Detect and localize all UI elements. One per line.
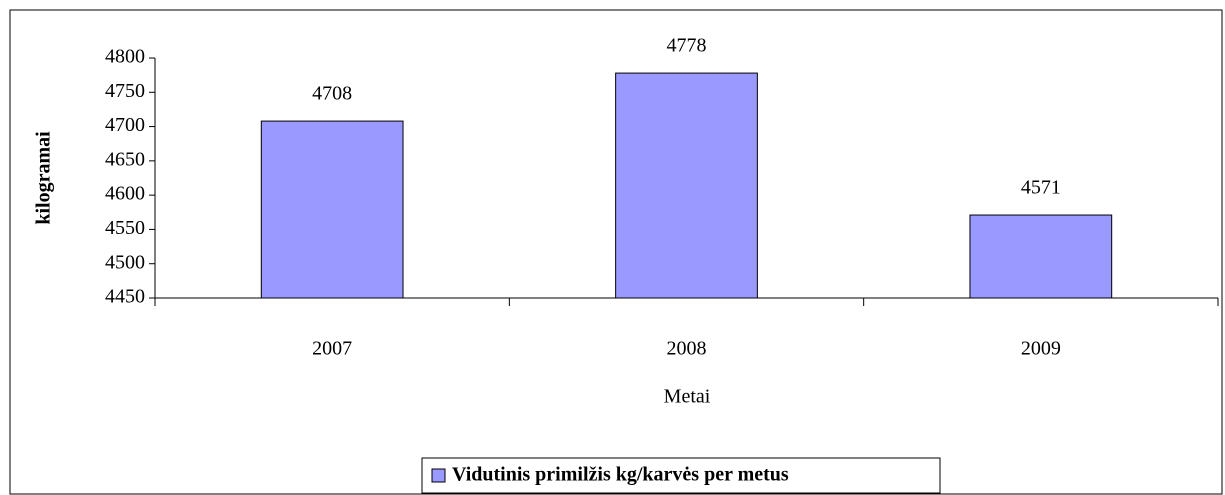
x-tick-label: 2009 <box>1021 338 1061 360</box>
y-tick-label: 4700 <box>105 114 145 136</box>
bar <box>615 72 758 299</box>
legend-swatch <box>431 468 446 483</box>
y-tick-label: 4450 <box>105 286 145 308</box>
data-label: 4708 <box>312 83 352 105</box>
y-tick-label: 4600 <box>105 183 145 205</box>
x-axis-title: Metai <box>664 386 711 408</box>
y-tick-label: 4500 <box>105 251 145 273</box>
bar <box>969 214 1113 299</box>
data-label: 4778 <box>667 35 707 57</box>
data-label: 4571 <box>1021 177 1061 199</box>
legend-box <box>421 457 941 494</box>
y-tick-label: 4650 <box>105 148 145 170</box>
y-axis-title: kilogramai <box>33 131 55 225</box>
y-tick-label: 4800 <box>105 46 145 68</box>
x-tick-label: 2008 <box>667 338 707 360</box>
y-tick-label: 4750 <box>105 80 145 102</box>
y-tick-label: 4550 <box>105 217 145 239</box>
x-tick-label: 2007 <box>312 338 352 360</box>
bar <box>260 120 404 299</box>
legend-label: Vidutinis primilžis kg/karvės per metus <box>452 464 789 486</box>
